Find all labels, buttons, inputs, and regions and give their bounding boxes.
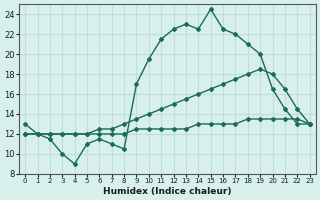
X-axis label: Humidex (Indice chaleur): Humidex (Indice chaleur): [103, 187, 232, 196]
